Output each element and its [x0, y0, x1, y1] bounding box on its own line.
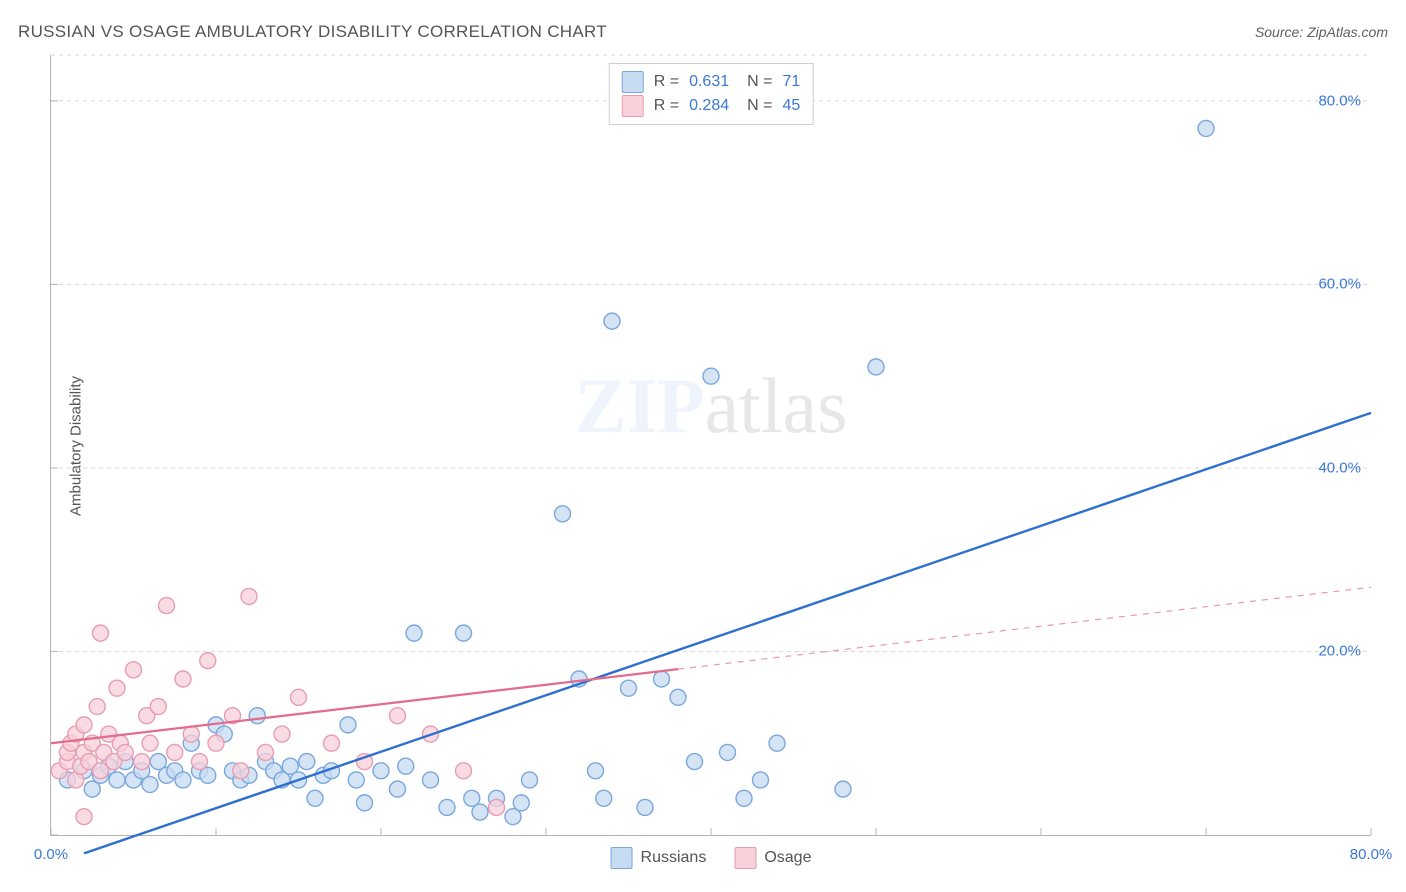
- plot-area: ZIPatlas R =0.631N =71R =0.284N =45 Russ…: [50, 55, 1371, 836]
- legend-r-label: R =: [654, 94, 679, 118]
- legend-n-label: N =: [747, 70, 772, 94]
- legend-n-value: 71: [782, 70, 800, 94]
- legend-r-value: 0.631: [689, 70, 729, 94]
- plot-svg: [51, 55, 1371, 835]
- y-tick-label: 40.0%: [1318, 459, 1361, 476]
- y-tick-label: 20.0%: [1318, 643, 1361, 660]
- source-attribution: Source: ZipAtlas.com: [1255, 24, 1388, 40]
- legend-r-label: R =: [654, 70, 679, 94]
- series-legend-label: Russians: [641, 849, 707, 867]
- series-legend-item-russians: Russians: [611, 847, 707, 869]
- series-legend-label: Osage: [764, 849, 811, 867]
- x-tick-label: 0.0%: [34, 846, 68, 863]
- legend-r-value: 0.284: [689, 94, 729, 118]
- legend-swatch-icon: [622, 71, 644, 93]
- series-legend-item-osage: Osage: [734, 847, 811, 869]
- series-legend: Russians Osage: [611, 847, 812, 869]
- legend-row-osage: R = 0.284 N = 45: [622, 94, 801, 118]
- correlation-legend: R = 0.631 N = 71 R = 0.284 N = 45: [609, 63, 814, 125]
- y-tick-label: 60.0%: [1318, 276, 1361, 293]
- legend-n-label: N =: [747, 94, 772, 118]
- y-tick-label: 80.0%: [1318, 92, 1361, 109]
- legend-swatch-icon: [734, 847, 756, 869]
- chart-frame: RUSSIAN VS OSAGE AMBULATORY DISABILITY C…: [0, 0, 1406, 892]
- chart-title: RUSSIAN VS OSAGE AMBULATORY DISABILITY C…: [18, 22, 607, 42]
- x-tick-label: 80.0%: [1350, 846, 1393, 863]
- legend-swatch-icon: [622, 95, 644, 117]
- legend-swatch-icon: [611, 847, 633, 869]
- legend-row-russians: R = 0.631 N = 71: [622, 70, 801, 94]
- legend-n-value: 45: [782, 94, 800, 118]
